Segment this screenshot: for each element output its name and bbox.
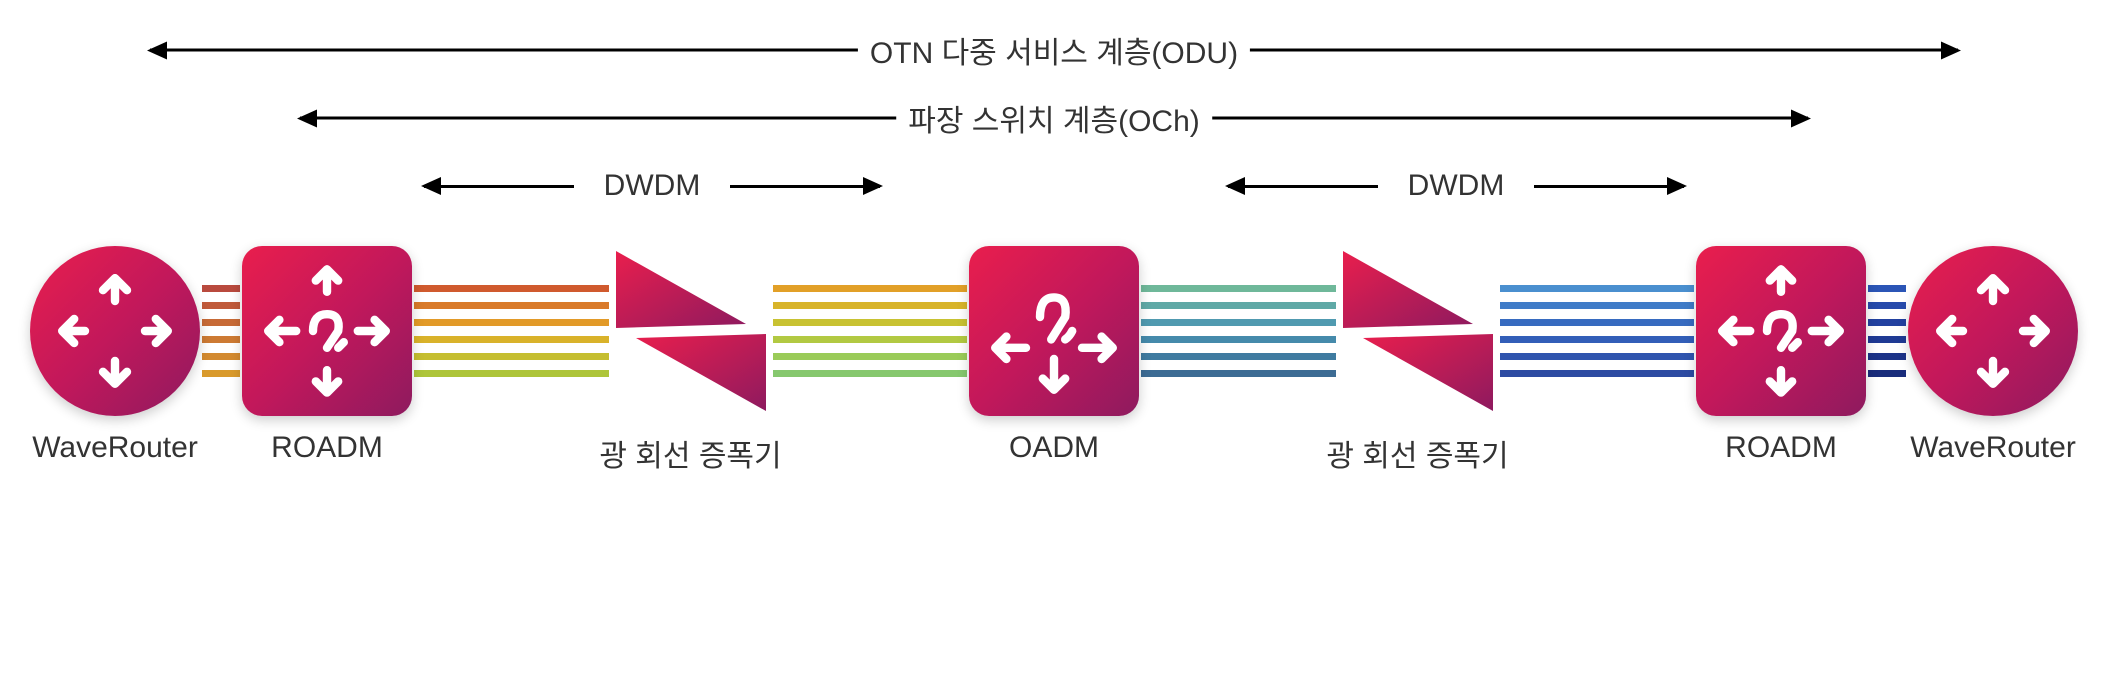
connector-line (773, 353, 968, 360)
waverouter-right (1908, 246, 2078, 416)
connector-line (1141, 353, 1336, 360)
connector-4 (1139, 285, 1338, 377)
connector-line (1868, 302, 1906, 309)
layer-row-odu: OTN 다중 서비스 계층(ODU) (90, 30, 2018, 70)
connector-line (773, 302, 968, 309)
waverouter-icon (1908, 246, 2078, 416)
label-roadm-left: ROADM (242, 431, 412, 465)
label-oadm: OADM (969, 431, 1139, 465)
connector-line (202, 370, 240, 377)
label-amp-left: 광 회선 증폭기 (591, 431, 791, 475)
layer-row-och: 파장 스위치 계층(OCh) (90, 98, 2018, 138)
roadm-icon (242, 246, 412, 416)
amplifier-right (1338, 246, 1498, 416)
layer-row-dwdm: DWDM DWDM (90, 166, 2018, 206)
connector-line (1868, 370, 1906, 377)
connector-line (202, 319, 240, 326)
connector-line (1868, 353, 1906, 360)
dwdm-right-label: DWDM (1378, 169, 1535, 203)
dwdm-left-segment: DWDM (330, 166, 974, 206)
connector-line (1141, 319, 1336, 326)
connector-line (1141, 336, 1336, 343)
connector-line (414, 319, 609, 326)
connector-line (773, 336, 968, 343)
waverouter-left (30, 246, 200, 416)
connector-5 (1498, 285, 1697, 377)
otn-diagram: OTN 다중 서비스 계층(ODU) 파장 스위치 계층(OCh) DWDM D… (30, 30, 2078, 475)
connector-line (1141, 285, 1336, 292)
connector-6 (1866, 285, 1908, 377)
nodes-row (30, 246, 2078, 416)
connector-line (414, 353, 609, 360)
connector-line (1500, 370, 1695, 377)
roadm-right (1696, 246, 1866, 416)
label-waverouter-right: WaveRouter (1908, 431, 2078, 465)
layer-label-odu: OTN 다중 서비스 계층(ODU) (858, 28, 1250, 72)
lambda-adm-icon (984, 261, 1124, 401)
arrow-right-icon (730, 185, 880, 188)
connector-line (414, 302, 609, 309)
connector-1 (200, 285, 242, 377)
labels-row: WaveRouter ROADM 광 회선 증폭기 OADM 광 회선 증폭기 … (30, 431, 2078, 475)
oadm-icon (969, 246, 1139, 416)
connector-line (1141, 302, 1336, 309)
connector-line (1500, 319, 1695, 326)
connector-line (414, 336, 609, 343)
connector-2 (412, 285, 611, 377)
connector-line (414, 370, 609, 377)
arrow-left-icon (424, 185, 574, 188)
connector-line (1500, 336, 1695, 343)
quad-arrow-icon (55, 271, 175, 391)
dwdm-left-label: DWDM (574, 169, 731, 203)
connector-line (773, 285, 968, 292)
connector-line (202, 336, 240, 343)
roadm-left (242, 246, 412, 416)
lambda-switch-icon (1711, 261, 1851, 401)
connector-line (1868, 336, 1906, 343)
connector-line (202, 353, 240, 360)
connector-line (202, 285, 240, 292)
quad-arrow-icon (1933, 271, 2053, 391)
amplifier-left (611, 246, 771, 416)
layers-section: OTN 다중 서비스 계층(ODU) 파장 스위치 계층(OCh) DWDM D… (30, 30, 2078, 206)
connector-line (414, 285, 609, 292)
lambda-switch-icon (257, 261, 397, 401)
oadm (969, 246, 1139, 416)
roadm-icon (1696, 246, 1866, 416)
connector-line (1500, 285, 1695, 292)
connector-line (1141, 370, 1336, 377)
connector-line (202, 302, 240, 309)
connector-line (773, 319, 968, 326)
connector-3 (771, 285, 970, 377)
label-amp-right: 광 회선 증폭기 (1318, 431, 1518, 475)
label-roadm-right: ROADM (1696, 431, 1866, 465)
label-waverouter-left: WaveRouter (30, 431, 200, 465)
connector-line (1868, 285, 1906, 292)
connector-line (1500, 353, 1695, 360)
connector-line (1868, 319, 1906, 326)
waverouter-icon (30, 246, 200, 416)
connector-line (1500, 302, 1695, 309)
dwdm-right-segment: DWDM (1134, 166, 1778, 206)
arrow-right-icon (1534, 185, 1684, 188)
amplifier-icon (611, 246, 771, 416)
amplifier-icon (1338, 246, 1498, 416)
layer-label-och: 파장 스위치 계층(OCh) (896, 96, 1212, 140)
connector-line (773, 370, 968, 377)
arrow-left-icon (1228, 185, 1378, 188)
